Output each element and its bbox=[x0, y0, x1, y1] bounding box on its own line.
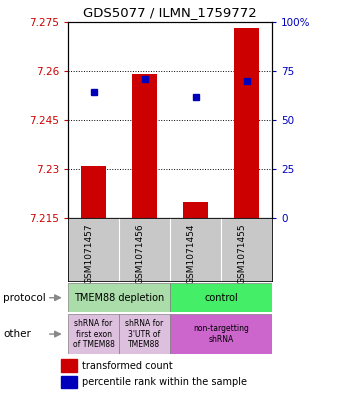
Bar bbox=[68, 283, 170, 312]
Bar bbox=[81, 166, 106, 218]
Text: protocol: protocol bbox=[3, 293, 46, 303]
Text: non-targetting
shRNA: non-targetting shRNA bbox=[193, 324, 249, 344]
Text: TMEM88 depletion: TMEM88 depletion bbox=[74, 293, 164, 303]
Text: GSM1071456: GSM1071456 bbox=[136, 223, 144, 284]
Text: GSM1071455: GSM1071455 bbox=[238, 223, 246, 284]
Bar bbox=[119, 314, 170, 354]
Bar bbox=[61, 359, 77, 372]
Bar bbox=[170, 314, 272, 354]
Text: other: other bbox=[3, 329, 31, 339]
Title: GDS5077 / ILMN_1759772: GDS5077 / ILMN_1759772 bbox=[83, 6, 257, 19]
Text: GSM1071457: GSM1071457 bbox=[85, 223, 94, 284]
Text: percentile rank within the sample: percentile rank within the sample bbox=[82, 377, 247, 387]
Bar bbox=[170, 283, 272, 312]
Text: shRNA for
first exon
of TMEM88: shRNA for first exon of TMEM88 bbox=[72, 319, 115, 349]
Bar bbox=[132, 74, 157, 218]
Bar bbox=[234, 28, 259, 218]
Bar bbox=[61, 376, 77, 388]
Bar bbox=[68, 314, 119, 354]
Text: GSM1071454: GSM1071454 bbox=[187, 223, 196, 284]
Bar bbox=[183, 202, 208, 218]
Text: control: control bbox=[204, 293, 238, 303]
Text: transformed count: transformed count bbox=[82, 360, 173, 371]
Text: shRNA for
3'UTR of
TMEM88: shRNA for 3'UTR of TMEM88 bbox=[125, 319, 164, 349]
